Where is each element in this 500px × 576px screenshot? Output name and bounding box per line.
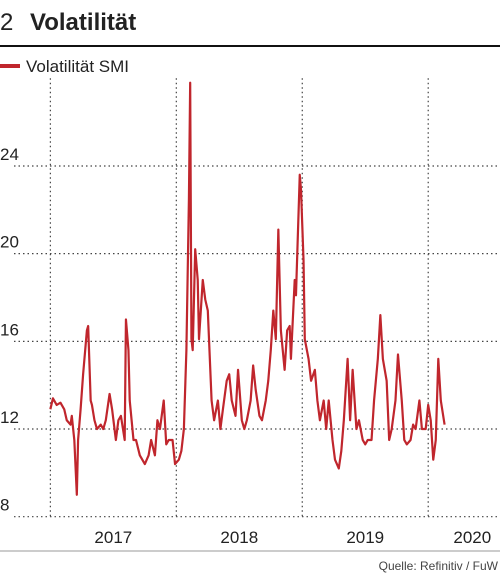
x-tick-label: 2018 [220,528,258,547]
y-tick-label: 20 [0,233,19,252]
y-tick-label: 8 [0,496,9,515]
x-tick-label: 2020 [453,528,491,547]
y-tick-label: 16 [0,320,19,339]
legend-label: Volatilität SMI [26,57,129,76]
line-series [49,81,446,496]
chart-title: Volatilität [30,9,136,36]
x-tick-label: 2017 [94,528,132,547]
source: Quelle: Refinitiv / FuW [379,559,499,573]
chart-number: 2 [0,9,13,36]
y-tick-label: 24 [0,145,19,164]
y-tick-label: 12 [0,408,19,427]
x-tick-label: 2019 [346,528,384,547]
